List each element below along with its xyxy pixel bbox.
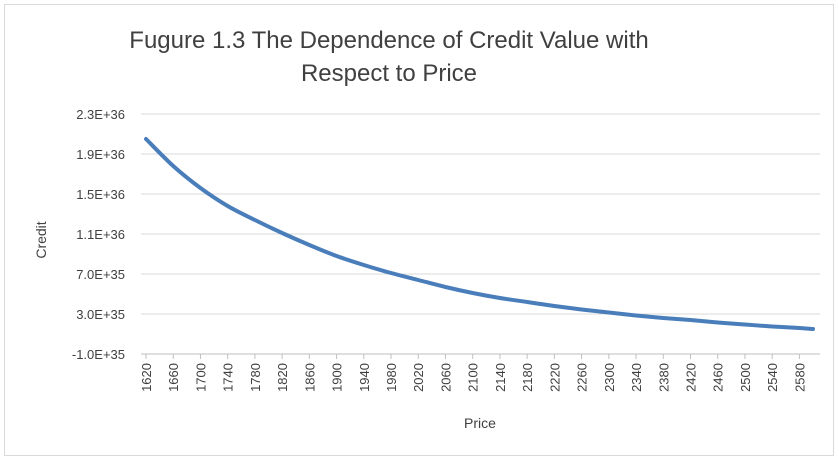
x-tick-label: 2420 bbox=[683, 363, 698, 392]
x-tick-label: 2260 bbox=[575, 363, 590, 392]
x-tick-label: 2100 bbox=[466, 363, 481, 392]
x-tick-label: 2540 bbox=[765, 363, 780, 392]
x-tick-label: 2060 bbox=[438, 363, 453, 392]
y-tick-label: 3.0E+35 bbox=[76, 307, 125, 322]
x-tick-label: 2180 bbox=[520, 363, 535, 392]
gridlines bbox=[141, 113, 820, 315]
series-line bbox=[144, 137, 815, 331]
x-tick-label: 2460 bbox=[711, 363, 726, 392]
series-group bbox=[144, 137, 815, 331]
x-tick-label: 2500 bbox=[738, 363, 753, 392]
x-tick-label: 2380 bbox=[656, 363, 671, 392]
chart-frame bbox=[4, 4, 834, 456]
x-tick-label: 1900 bbox=[330, 363, 345, 392]
y-tick-label: 7.0E+35 bbox=[76, 267, 125, 282]
x-tick-label: 1700 bbox=[193, 363, 208, 392]
y-tick-label: 1.1E+36 bbox=[76, 227, 125, 242]
x-tick-label: 1740 bbox=[221, 363, 236, 392]
y-tick-label: 2.3E+36 bbox=[76, 107, 125, 122]
x-axis bbox=[141, 353, 820, 359]
x-tick-label: 2220 bbox=[547, 363, 562, 392]
y-tick-label: 1.5E+36 bbox=[76, 187, 125, 202]
x-axis-tick-labels: 1620 1660 1700 1740 1780 1820 1860 1900 1940 1980… bbox=[139, 363, 807, 392]
chart-title-line-1: Fugure 1.3 The Dependence of Credit Valu… bbox=[129, 27, 648, 54]
chart-title-line-2: Respect to Price bbox=[301, 60, 477, 87]
y-axis-tick-labels: -1.0E+35 3.0E+35 7.0E+35 1.1E+36 1.5E+36 1.9E… bbox=[72, 107, 125, 362]
chart-title: Fugure 1.3 The Dependence of Credit Valu… bbox=[129, 27, 648, 87]
x-tick-label: 1940 bbox=[357, 363, 372, 392]
y-tick-label: -1.0E+35 bbox=[72, 347, 125, 362]
x-tick-label: 2580 bbox=[792, 363, 807, 392]
x-tick-label: 2140 bbox=[493, 363, 508, 392]
x-tick-label: 1620 bbox=[139, 363, 154, 392]
y-tick-label: 1.9E+36 bbox=[76, 147, 125, 162]
x-tick-label: 2020 bbox=[411, 363, 426, 392]
x-axis-title: Price bbox=[464, 415, 496, 431]
y-axis-title: Credit bbox=[33, 221, 49, 258]
x-tick-label: 2340 bbox=[629, 363, 644, 392]
x-tick-label: 1780 bbox=[248, 363, 263, 392]
x-tick-label: 1980 bbox=[384, 363, 399, 392]
x-tick-label: 1820 bbox=[275, 363, 290, 392]
x-tick-label: 1660 bbox=[166, 363, 181, 392]
x-tick-label: 2300 bbox=[602, 363, 617, 392]
x-tick-label: 1860 bbox=[302, 363, 317, 392]
